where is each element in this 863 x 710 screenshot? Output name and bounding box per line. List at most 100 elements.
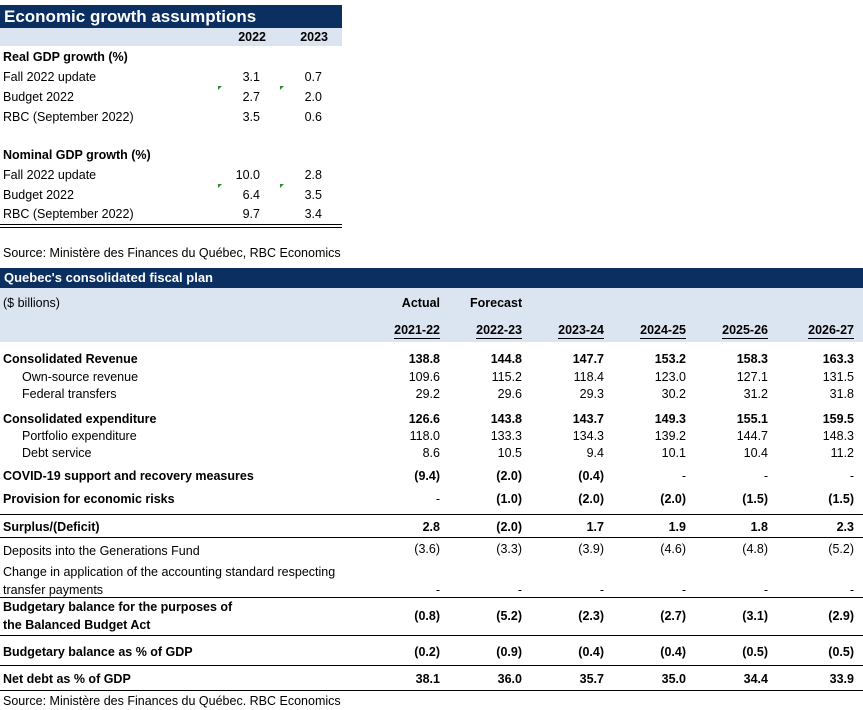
row-label-consolidated-expenditure: Consolidated expenditure (3, 412, 157, 426)
cell: 30.2 (661, 387, 686, 401)
cell: 29.2 (415, 387, 440, 401)
cell-comment-marker (218, 86, 222, 90)
cell: 35.7 (579, 672, 604, 686)
nominal-row-label: RBC (September 2022) (3, 207, 134, 221)
nominal-row-2023: 3.5 (304, 188, 322, 202)
section-header-nominal-gdp: Nominal GDP growth (%) (3, 148, 151, 162)
cell: (2.7) (660, 609, 686, 623)
row-divider (0, 514, 863, 515)
year-header: 2023-24 (534, 323, 604, 339)
nominal-row-2023: 2.8 (304, 168, 322, 182)
cell: (5.2) (496, 609, 522, 623)
cell: 158.3 (736, 352, 768, 366)
actual-label: Actual (401, 296, 440, 310)
cell: 35.0 (661, 672, 686, 686)
forecast-label: Forecast (470, 296, 523, 310)
cell: - (681, 583, 686, 597)
cell: 115.2 (491, 370, 522, 384)
cell: 2.8 (422, 520, 440, 534)
cell: 10.4 (743, 446, 768, 460)
col-header-2022: 2022 (238, 30, 266, 44)
cell: 147.7 (572, 352, 604, 366)
cell: 134.3 (572, 429, 604, 443)
cell: 159.5 (822, 412, 854, 426)
fiscal-plan-header-band (0, 288, 863, 342)
row-divider (0, 597, 863, 598)
units-label: ($ billions) (3, 296, 60, 310)
cell: (0.4) (578, 645, 604, 659)
table-bottom-rule (0, 224, 342, 225)
cell: 163.3 (822, 352, 854, 366)
cell: (9.4) (414, 469, 440, 483)
nominal-row-2022: 10.0 (235, 168, 260, 182)
table2-source: Source: Ministère des Finances du Québec… (3, 694, 341, 708)
section-header-real-gdp: Real GDP growth (%) (3, 50, 128, 64)
cell: 9.4 (586, 446, 604, 460)
cell: 1.8 (750, 520, 768, 534)
row-label-budgetary-balance: Budgetary balance for the purposes of (3, 600, 233, 614)
cell: (3.1) (742, 609, 768, 623)
fiscal-plan-title: Quebec's consolidated fiscal plan (0, 268, 863, 288)
cell: - (517, 583, 522, 597)
cell: (2.0) (496, 469, 522, 483)
cell: 109.6 (408, 370, 440, 384)
cell: 10.5 (497, 446, 522, 460)
table-bottom-rule (0, 690, 863, 691)
row-label-debt-service: Debt service (22, 446, 92, 460)
real-row-2023: 0.7 (304, 70, 322, 84)
cell: 29.3 (579, 387, 604, 401)
cell: 118.0 (409, 429, 440, 443)
row-label-accounting-standard: Change in application of the accounting … (3, 565, 336, 579)
row-divider (0, 537, 863, 538)
cell: 144.7 (736, 429, 768, 443)
cell: 1.9 (668, 520, 686, 534)
cell: (2.0) (660, 492, 686, 506)
nominal-row-2023: 3.4 (304, 207, 322, 221)
cell: 148.3 (822, 429, 854, 443)
cell: (0.5) (828, 645, 854, 659)
cell: - (681, 469, 686, 483)
cell: 139.2 (654, 429, 686, 443)
cell: 11.2 (830, 446, 854, 460)
cell: 138.8 (408, 352, 440, 366)
cell: 29.6 (497, 387, 522, 401)
cell: (1.5) (828, 492, 854, 506)
cell: (0.9) (496, 645, 522, 659)
cell: 133.3 (490, 429, 522, 443)
row-label-accounting-standard-line2: transfer payments (3, 583, 104, 597)
cell: 144.8 (490, 352, 522, 366)
row-label-budgetary-balance-line2: the Balanced Budget Act (3, 618, 151, 632)
row-label-net-debt-pct-gdp: Net debt as % of GDP (3, 672, 131, 686)
cell: (4.6) (660, 542, 686, 556)
cell: (2.0) (578, 492, 604, 506)
year-text: 2023-24 (558, 323, 604, 339)
cell: (0.8) (414, 609, 440, 623)
cell: 31.2 (743, 387, 768, 401)
cell: - (849, 469, 854, 483)
real-row-2022: 3.5 (242, 110, 260, 124)
year-text: 2024-25 (640, 323, 686, 339)
economic-growth-header-band (0, 28, 342, 46)
year-header: 2025-26 (698, 323, 768, 339)
row-label-provision-risks: Provision for economic risks (3, 492, 175, 506)
table1-source: Source: Ministère des Finances du Québec… (3, 246, 341, 260)
cell: (0.2) (414, 645, 440, 659)
row-divider (0, 665, 863, 666)
cell: (1.5) (742, 492, 768, 506)
cell: (4.8) (742, 542, 768, 556)
cell: 2.3 (836, 520, 854, 534)
cell-comment-marker (218, 184, 222, 188)
year-text: 2022-23 (476, 323, 522, 339)
cell: 8.6 (422, 446, 440, 460)
cell: (0.4) (660, 645, 686, 659)
cell: (5.2) (828, 542, 854, 556)
cell: 143.8 (490, 412, 522, 426)
cell: 38.1 (415, 672, 440, 686)
row-label-surplus-deficit: Surplus/(Deficit) (3, 520, 100, 534)
economic-growth-title: Economic growth assumptions (0, 5, 342, 28)
nominal-row-label: Fall 2022 update (3, 168, 97, 182)
col-header-2023: 2023 (300, 30, 328, 44)
real-row-label: Budget 2022 (3, 90, 74, 104)
cell: 118.4 (573, 370, 604, 384)
cell: (3.6) (414, 542, 440, 556)
